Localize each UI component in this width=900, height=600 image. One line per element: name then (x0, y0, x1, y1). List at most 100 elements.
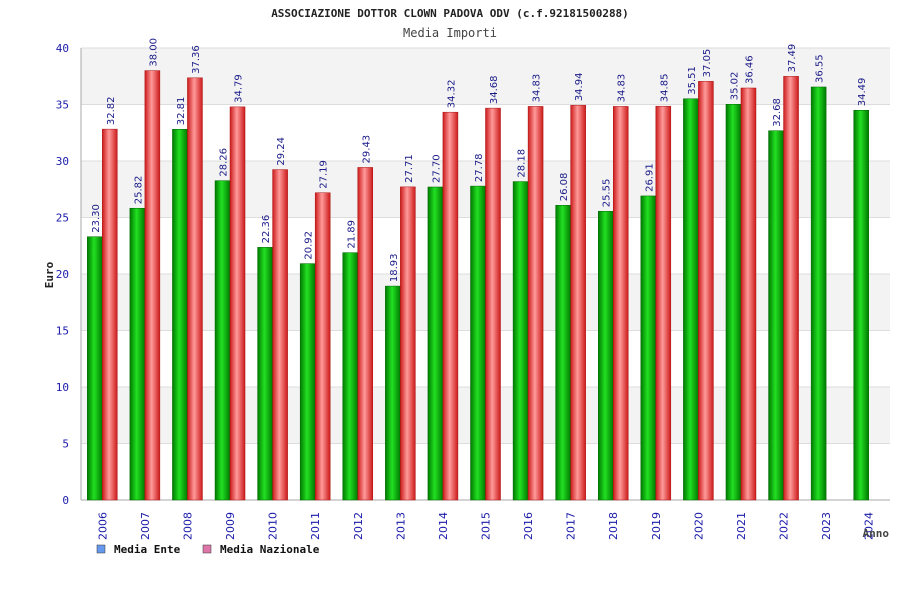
bar-label-media-ente-2020: 35.51 (687, 66, 698, 95)
bar-label-media-nazionale-2016: 34.83 (532, 74, 543, 103)
y-axis-ticks: 0 5 10 15 20 25 30 35 40 (56, 42, 69, 507)
x-tick-label-2007: 2007 (139, 512, 152, 540)
bar-label-media-nazionale-2013: 27.71 (404, 154, 415, 183)
bar-media-ente-2006 (87, 236, 103, 501)
bar-label-media-nazionale-2019: 34.85 (659, 74, 670, 103)
bar-media-nazionale-2014 (442, 111, 459, 501)
bar-media-ente-2015 (470, 185, 486, 501)
y-tick-label: 30 (56, 155, 69, 168)
bar-label-media-ente-2022: 32.68 (772, 98, 783, 127)
x-tick-label-2022: 2022 (778, 512, 791, 540)
x-tick-label-2021: 2021 (735, 512, 748, 540)
x-tick-label-2010: 2010 (267, 512, 280, 540)
bar-media-ente-2021 (725, 104, 742, 501)
legend-label-media-ente: Media Ente (114, 543, 181, 556)
bar-label-media-nazionale-2021: 36.46 (744, 55, 755, 84)
bar-label-media-nazionale-2010: 29.24 (276, 137, 287, 166)
y-tick-label: 10 (56, 381, 69, 394)
bar-media-nazionale-2010 (272, 169, 288, 501)
bar-media-nazionale-2016 (527, 106, 544, 501)
bar-media-ente-2009 (214, 180, 231, 501)
x-tick-label-2012: 2012 (352, 512, 365, 540)
bar-label-media-ente-2014: 27.70 (431, 154, 442, 183)
bar-label-media-ente-2010: 22.36 (261, 215, 272, 244)
legend-label-media-nazionale: Media Nazionale (220, 543, 320, 556)
bar-label-media-ente-2021: 35.02 (729, 72, 740, 101)
y-tick-label: 40 (56, 42, 69, 55)
bar-media-ente-2012 (342, 252, 359, 501)
y-tick-label: 35 (56, 99, 69, 112)
bar-media-nazionale-2011 (314, 192, 331, 501)
bar-label-media-nazionale-2008: 37.36 (191, 45, 202, 74)
bar-media-nazionale-2013 (400, 186, 416, 501)
x-tick-label-2023: 2023 (820, 512, 833, 540)
bar-label-media-ente-2007: 25.82 (133, 176, 144, 205)
bar-media-ente-2017 (555, 205, 571, 501)
bar-media-nazionale-2022 (783, 76, 799, 501)
bar-label-media-nazionale-2020: 37.05 (702, 49, 713, 78)
bar-media-ente-2023 (810, 86, 827, 501)
y-axis-label: Euro (43, 261, 56, 288)
bar-label-media-ente-2024: 34.49 (857, 78, 868, 107)
x-axis-ticks: 2006 2007 2008 2009 2010 2011 2012 2013 2014 2015… (96, 512, 875, 540)
chart-title: ASSOCIAZIONE DOTTOR CLOWN PADOVA ODV (c.… (271, 7, 629, 20)
bar-media-nazionale-2015 (485, 107, 501, 501)
bar-label-media-ente-2015: 27.78 (474, 153, 485, 182)
y-tick-label: 20 (56, 268, 69, 281)
x-tick-label-2020: 2020 (692, 512, 705, 540)
bars (87, 70, 869, 501)
x-tick-label-2015: 2015 (480, 512, 493, 540)
x-tick-label-2024: 2024 (863, 512, 876, 540)
bar-labels: 23.30 32.82 25.82 38.00 32.81 37.36 28.26 34.79… (91, 38, 868, 282)
bar-label-media-nazionale-2017: 34.94 (574, 73, 585, 102)
x-tick-label-2006: 2006 (96, 512, 109, 540)
x-tick-label-2017: 2017 (565, 512, 578, 540)
bar-label-media-ente-2016: 28.18 (517, 149, 528, 178)
bar-media-nazionale-2012 (357, 167, 374, 501)
legend: Media Ente Media Nazionale (96, 543, 320, 556)
bar-media-nazionale-2009 (229, 106, 246, 501)
bar-label-media-nazionale-2009: 34.79 (234, 74, 245, 103)
bar-media-ente-2020 (683, 98, 699, 501)
bar-media-nazionale-2007 (144, 70, 161, 501)
bar-label-media-ente-2017: 26.08 (559, 173, 570, 202)
x-tick-label-2014: 2014 (437, 512, 450, 540)
x-tick-label-2008: 2008 (181, 512, 194, 540)
bar-label-media-ente-2008: 32.81 (176, 97, 187, 126)
bar-label-media-ente-2018: 25.55 (602, 179, 613, 208)
bar-label-media-nazionale-2006: 32.82 (106, 96, 117, 125)
bar-label-media-ente-2019: 26.91 (644, 163, 655, 192)
bar-media-ente-2007 (129, 207, 146, 501)
bar-label-media-ente-2012: 21.89 (346, 220, 357, 249)
y-tick-label: 15 (56, 325, 69, 338)
legend-swatch-media-ente (96, 544, 106, 554)
bar-label-media-nazionale-2015: 34.68 (489, 75, 500, 104)
bar-media-nazionale-2008 (187, 77, 203, 501)
bar-media-ente-2014 (427, 186, 444, 501)
bar-media-nazionale-2018 (612, 106, 629, 501)
y-tick-label: 5 (62, 438, 69, 451)
bar-label-media-nazionale-2018: 34.83 (617, 74, 628, 103)
bar-media-nazionale-2006 (102, 128, 118, 501)
bar-media-nazionale-2021 (740, 87, 757, 501)
bar-media-ente-2018 (597, 211, 614, 501)
bar-label-media-ente-2011: 20.92 (304, 231, 315, 260)
bar-label-media-nazionale-2022: 37.49 (787, 44, 798, 73)
bar-media-ente-2008 (172, 128, 188, 501)
legend-swatch-media-nazionale (202, 544, 212, 554)
bar-label-media-nazionale-2011: 27.19 (319, 160, 330, 189)
x-tick-label-2019: 2019 (650, 512, 663, 540)
x-axis-label: Anno (863, 527, 890, 540)
bar-media-ente-2024 (853, 110, 869, 501)
bar-label-media-ente-2006: 23.30 (91, 204, 102, 233)
bar-media-nazionale-2020 (698, 81, 714, 501)
bar-label-media-nazionale-2007: 38.00 (148, 38, 159, 67)
chart-subtitle: Media Importi (403, 26, 497, 40)
bar-media-ente-2019 (640, 195, 657, 501)
x-tick-label-2013: 2013 (394, 512, 407, 540)
bar-media-ente-2011 (299, 263, 316, 501)
bar-label-media-nazionale-2014: 34.32 (446, 80, 457, 109)
bar-label-media-nazionale-2012: 29.43 (361, 135, 372, 164)
x-tick-label-2009: 2009 (224, 512, 237, 540)
